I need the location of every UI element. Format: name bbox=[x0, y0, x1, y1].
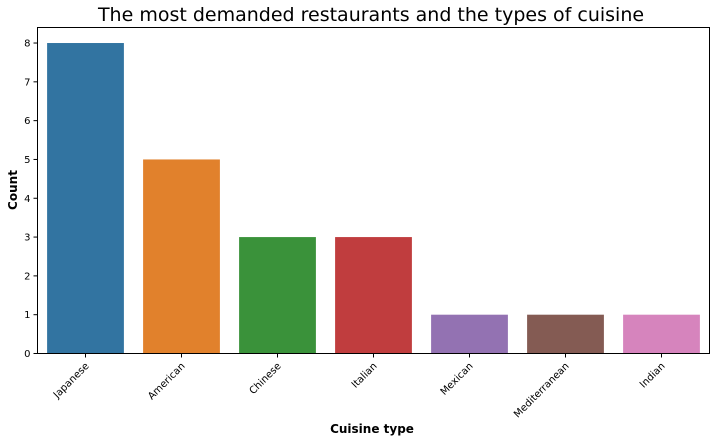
bar-chinese bbox=[239, 237, 316, 354]
y-tick-label: 3 bbox=[24, 233, 30, 244]
bar-mexican bbox=[431, 314, 508, 354]
y-axis-label: Count bbox=[6, 170, 20, 210]
bar-american bbox=[143, 159, 220, 354]
y-tick-label: 6 bbox=[24, 116, 30, 127]
y-tick-label: 2 bbox=[24, 271, 30, 282]
bar-japanese bbox=[47, 43, 124, 354]
x-tick-label: Mexican bbox=[439, 361, 476, 398]
bar-italian bbox=[335, 237, 412, 354]
x-tick-label: Indian bbox=[638, 361, 668, 391]
x-tick-label: Mediterranean bbox=[512, 361, 571, 420]
x-tick-label: Japanese bbox=[51, 361, 92, 402]
x-tick-label: Italian bbox=[350, 361, 380, 391]
y-axis-ticks: 0 1 2 3 4 5 6 7 8 bbox=[24, 39, 38, 360]
plot-frame bbox=[37, 27, 710, 354]
y-tick-label: 8 bbox=[24, 39, 30, 50]
y-tick-label: 0 bbox=[24, 349, 30, 360]
y-tick-label: 4 bbox=[24, 194, 30, 205]
bar-indian bbox=[623, 314, 700, 354]
x-tick-label: Chinese bbox=[248, 361, 284, 397]
x-axis-ticks: Japanese American Chinese Italian Mexican Med… bbox=[51, 353, 668, 420]
x-axis-label: Cuisine type bbox=[330, 422, 414, 436]
y-tick-label: 5 bbox=[24, 155, 30, 166]
y-tick-label: 7 bbox=[24, 77, 30, 88]
y-tick-label: 1 bbox=[24, 310, 30, 321]
bars-group bbox=[47, 43, 700, 354]
chart-title: The most demanded restaurants and the ty… bbox=[97, 4, 644, 26]
x-tick-label: American bbox=[146, 361, 187, 402]
bar-mediterranean bbox=[527, 314, 604, 354]
